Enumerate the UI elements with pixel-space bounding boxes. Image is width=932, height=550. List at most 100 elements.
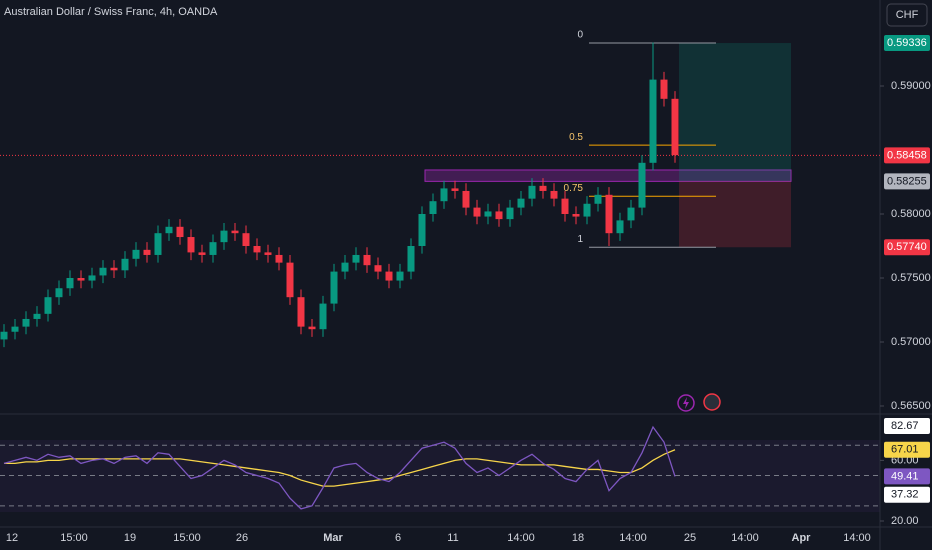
candle-body — [572, 213, 580, 217]
x-tick-label: 14:00 — [731, 532, 759, 544]
y-tick-label: 0.59000 — [891, 80, 931, 92]
price-label-box — [884, 35, 930, 52]
candle-body — [418, 213, 426, 246]
x-tick-label: 6 — [395, 532, 401, 544]
rsi-tick-box — [884, 417, 930, 434]
price-label: 0.58255 — [887, 175, 927, 187]
x-tick-label: 26 — [236, 532, 248, 544]
x-tick-label: Mar — [323, 532, 343, 544]
candle-body — [528, 185, 536, 199]
candle-body — [297, 297, 305, 327]
rsi-tick-label: 20.00 — [891, 515, 919, 527]
candle-body — [451, 188, 459, 191]
candle-body — [22, 318, 30, 327]
loss-box — [679, 181, 791, 248]
currency-button[interactable] — [886, 3, 928, 27]
candle-body — [484, 211, 492, 217]
candle-body — [495, 211, 503, 220]
candle-body — [176, 226, 184, 238]
candle-body — [407, 245, 415, 272]
supply-zone — [424, 169, 792, 182]
rsi-tick-label: 82.67 — [891, 420, 919, 432]
candle-body — [396, 271, 404, 281]
candle-body — [220, 230, 228, 243]
candle-body — [319, 303, 327, 330]
candle-body — [66, 277, 74, 289]
alert-icons — [677, 393, 721, 412]
rsi-value-label: 49.41 — [891, 470, 919, 482]
candle-body — [462, 190, 470, 208]
candle-body — [231, 230, 239, 234]
x-tick-label: 19 — [124, 532, 136, 544]
candle-body — [660, 79, 668, 99]
candle-body — [44, 297, 52, 314]
candle-body — [121, 258, 129, 271]
candle-body — [671, 98, 679, 156]
profit-box — [679, 43, 791, 182]
candle-body — [154, 233, 162, 255]
price-label-box — [884, 173, 930, 190]
x-tick-label: 12 — [6, 532, 18, 544]
candle-body — [649, 79, 657, 163]
x-tick-label: 14:00 — [843, 532, 871, 544]
rsi-value-box — [884, 441, 930, 458]
symbol-title: Australian Dollar / Swiss Franc, 4h, OAN… — [4, 6, 218, 18]
candle-body — [99, 267, 107, 276]
candle-body — [385, 271, 393, 281]
candle-body — [55, 288, 63, 298]
y-tick-label: 0.57000 — [891, 336, 931, 348]
candle-body — [88, 275, 96, 281]
candle-body — [308, 326, 316, 330]
candle-body — [11, 326, 19, 332]
candle-body — [605, 194, 613, 234]
candle-body — [132, 249, 140, 259]
candle-body — [363, 254, 371, 266]
candle-body — [110, 267, 118, 271]
fib-label: 0.5 — [569, 132, 583, 143]
currency-label[interactable]: CHF — [896, 9, 919, 21]
candle-body — [539, 185, 547, 191]
price-label: 0.58458 — [887, 149, 927, 161]
price-label-box — [884, 239, 930, 256]
candle-body — [143, 249, 151, 255]
fib-label: 0 — [577, 30, 583, 41]
candle-body — [253, 245, 261, 253]
price-label-box — [884, 147, 930, 164]
price-label: 0.59336 — [887, 37, 927, 49]
candle-body — [198, 252, 206, 255]
candle-body — [275, 254, 283, 263]
candle-body — [473, 207, 481, 217]
candle-body — [429, 201, 437, 214]
fib-label: 0.75 — [564, 183, 584, 194]
y-tick-label: 0.56500 — [891, 400, 931, 412]
candle-body — [550, 190, 558, 199]
x-tick-label: 18 — [572, 532, 584, 544]
candle-body — [341, 262, 349, 272]
candle-body — [264, 252, 272, 255]
lightning-icon[interactable] — [677, 394, 695, 412]
y-tick-label: 0.58000 — [891, 208, 931, 220]
candle-body — [616, 220, 624, 234]
rsi-value-label: 67.01 — [891, 444, 919, 456]
candle-body — [561, 198, 569, 214]
candle-body — [0, 331, 8, 340]
candle-body — [440, 188, 448, 202]
candle-body — [33, 313, 41, 319]
rsi-tick-label: 37.32 — [891, 489, 919, 501]
rsi-ma-line — [4, 449, 676, 487]
price-label: 0.57740 — [887, 241, 927, 253]
x-tick-label: 15:00 — [60, 532, 88, 544]
candle-body — [77, 277, 85, 281]
fib-label: 1 — [577, 234, 583, 245]
news-icon[interactable] — [703, 393, 721, 411]
rsi-tick-box — [884, 486, 930, 503]
x-tick-label: 11 — [447, 532, 458, 544]
y-tick-label: 0.57500 — [891, 272, 931, 284]
rsi-value-box — [884, 468, 930, 485]
x-tick-label: 25 — [684, 532, 696, 544]
candle-body — [352, 254, 360, 263]
candle-body — [638, 162, 646, 208]
candle-body — [627, 207, 635, 221]
